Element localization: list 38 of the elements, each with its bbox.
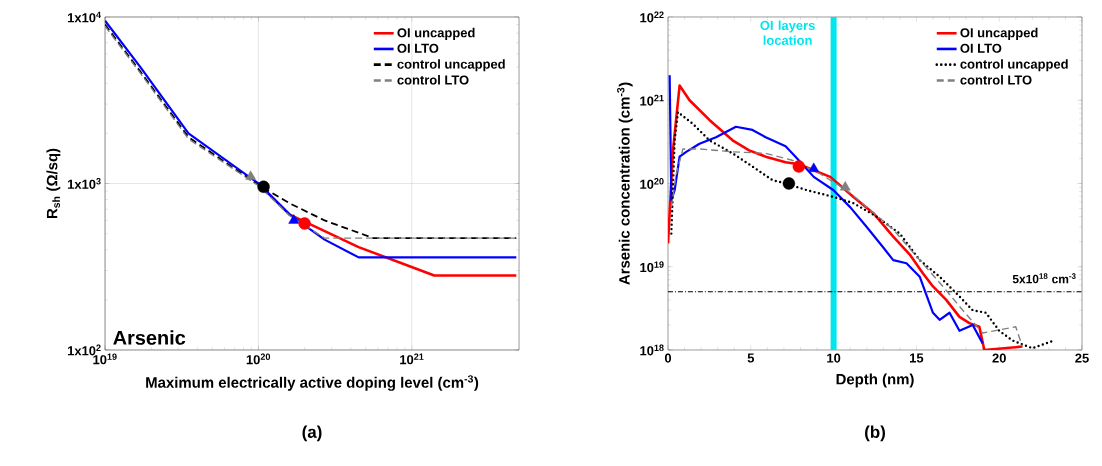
- x-tick-label: 10$^{19}$: [93, 353, 117, 365]
- point: [839, 181, 851, 191]
- x-tick-label: 10$^{21}$: [400, 353, 424, 365]
- y-tick-label: 10$^{18}$: [640, 344, 664, 356]
- legend-label: control uncapped: [397, 59, 505, 72]
- text: (a): [302, 425, 322, 442]
- point: [808, 162, 820, 173]
- x-tick-label: 5: [747, 353, 755, 363]
- legend-label: OI LTO: [960, 43, 1002, 53]
- legend-label: OI uncapped: [397, 27, 475, 40]
- y-tick-label: 10$^{21}$: [640, 94, 664, 106]
- x-tick-label: 25: [1075, 353, 1089, 363]
- y-axis-title: R$_{sh}$ (Ω/sq): [46, 148, 61, 219]
- x-tick-label: 10: [827, 353, 841, 363]
- legend-label: OI uncapped: [960, 27, 1038, 40]
- x-tick-label: 20: [992, 353, 1006, 363]
- x-tick-label: 15: [910, 353, 924, 363]
- annotation: Arsenic: [113, 330, 186, 345]
- ref-line-label: 5x10$^{18}$ cm$^{-3}$: [1012, 273, 1076, 284]
- x-tick-label: 0: [664, 353, 672, 363]
- legend-label: control uncapped: [960, 59, 1068, 72]
- x-axis-title: Maximum electrically active doping level (cm$^{-3}$): [146, 375, 479, 391]
- x-tick-label: 10$^{20}$: [246, 353, 271, 365]
- y-tick-label: 1x10$^{2}$: [67, 344, 101, 356]
- point: [782, 177, 796, 190]
- legend-label: control LTO: [960, 75, 1032, 85]
- text: (b): [865, 425, 885, 442]
- y-tick-label: 10$^{22}$: [640, 11, 664, 23]
- y-axis-title: Arsenic concentration (cm$^{-3}$): [617, 82, 633, 285]
- y-tick-label: 10$^{19}$: [640, 261, 664, 273]
- legend-label: OI LTO: [397, 43, 439, 53]
- legend-label: control LTO: [397, 75, 469, 85]
- point: [792, 160, 806, 173]
- ref-line-label: OI layers location: [760, 20, 815, 45]
- x-axis-title: Depth (nm): [836, 373, 914, 388]
- y-tick-label: 10$^{20}$: [640, 178, 664, 189]
- y-tick-label: 1x10$^{3}$: [67, 178, 101, 189]
- y-tick-label: 1x10$^{4}$: [67, 11, 101, 23]
